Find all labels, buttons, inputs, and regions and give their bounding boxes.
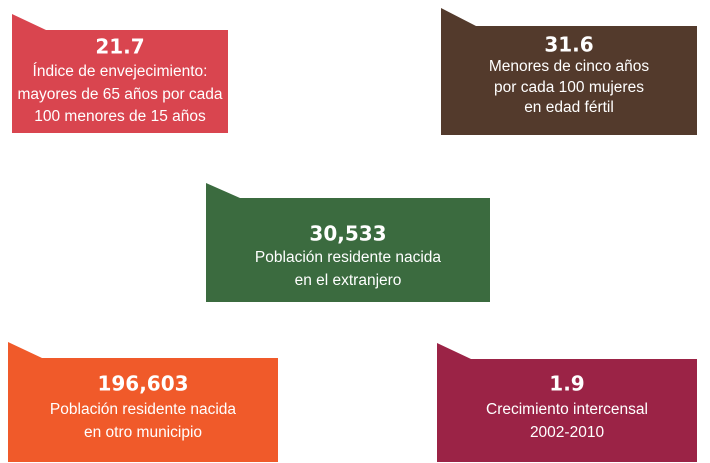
card-green (206, 183, 490, 302)
card-value: 31.6 (544, 33, 593, 57)
card-value: 1.9 (549, 372, 584, 396)
card-label: Población residente nacida (255, 249, 442, 266)
card-value: 21.7 (95, 35, 144, 59)
card-brown (441, 8, 697, 135)
card-label: 2002-2010 (530, 424, 605, 441)
card-label: Población residente nacida (50, 401, 237, 418)
card-label: en el extranjero (295, 272, 402, 289)
card-label: Crecimiento intercensal (486, 401, 648, 418)
card-label: 100 menores de 15 años (34, 108, 206, 125)
card-value: 30,533 (309, 222, 386, 246)
card-label: Índice de envejecimiento: (33, 63, 208, 80)
card-orange (8, 342, 278, 462)
card-label: Menores de cinco años (489, 58, 650, 75)
card-maroon (437, 343, 697, 462)
card-label: en edad fértil (524, 99, 614, 116)
card-red (12, 14, 228, 133)
card-value: 196,603 (97, 372, 188, 396)
card-label: en otro municipio (84, 424, 202, 441)
card-label: por cada 100 mujeres (494, 79, 644, 96)
card-label: mayores de 65 años por cada (17, 86, 222, 103)
